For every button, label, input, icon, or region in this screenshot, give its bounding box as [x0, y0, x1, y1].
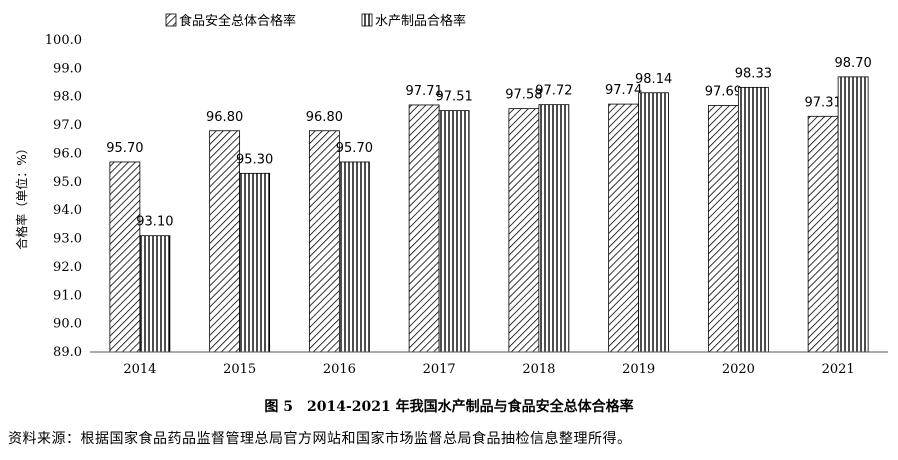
y-axis-label: 合格率（单位：%） [14, 142, 29, 249]
x-tick-label: 2015 [223, 362, 256, 377]
y-tick-label: 93.0 [53, 232, 82, 247]
bar-chart: 食品安全总体合格率 水产制品合格率 合格率（单位：%） 89.0 90.0 91.0… [14, 13, 888, 377]
y-tick-label: 96.0 [53, 146, 82, 161]
data-label: 95.70 [106, 141, 143, 156]
bar-aquatic-2018 [538, 104, 570, 353]
x-tick-label: 2019 [622, 362, 655, 377]
y-tick-label: 91.0 [53, 288, 82, 303]
data-label: 95.70 [336, 141, 373, 156]
bar-aquatic-2015 [239, 172, 271, 353]
y-tick-label: 95.0 [53, 175, 82, 190]
data-label: 97.69 [705, 85, 742, 100]
data-label: 97.51 [436, 90, 473, 105]
bar-overall-2021 [807, 115, 839, 353]
data-label: 97.71 [406, 84, 443, 99]
y-tick-label: 92.0 [53, 260, 82, 275]
y-tick-label: 98.0 [53, 90, 82, 105]
bar-overall-2014 [109, 161, 141, 353]
y-tick-label: 90.0 [53, 317, 82, 332]
data-label: 98.70 [835, 56, 872, 71]
legend-label-aquatic: 水产制品合格率 [375, 13, 466, 29]
data-label: 97.74 [605, 83, 642, 98]
x-tick-label: 2017 [423, 362, 456, 377]
legend: 食品安全总体合格率 水产制品合格率 [165, 13, 466, 29]
legend-swatch-aquatic [361, 13, 373, 27]
legend-swatch-overall [165, 13, 177, 27]
bar-aquatic-2017 [438, 110, 470, 353]
bar-aquatic-2020 [737, 86, 769, 353]
legend-label-overall: 食品安全总体合格率 [179, 13, 296, 29]
bar-overall-2017 [408, 104, 440, 353]
y-tick-label: 89.0 [53, 345, 82, 360]
bar-aquatic-2019 [638, 92, 670, 353]
data-label: 97.31 [805, 95, 842, 110]
y-tick-label: 99.0 [53, 61, 82, 76]
y-axis: 89.0 90.0 91.0 92.0 93.0 94.0 95.0 96.0 97.0 98.0… [45, 33, 82, 360]
y-tick-label: 100.0 [45, 33, 82, 48]
bar-aquatic-2021 [837, 76, 869, 353]
x-tick-label: 2016 [323, 362, 356, 377]
bar-overall-2015 [209, 130, 241, 353]
bar-aquatic-2016 [338, 161, 370, 353]
source-note: 资料来源：根据国家食品药品监督管理总局官方网站和国家市场监督总局食品抽检信息整理… [8, 431, 632, 447]
data-label: 95.30 [236, 152, 273, 167]
x-tick-label: 2021 [822, 362, 855, 377]
data-label: 98.33 [735, 66, 772, 81]
x-axis: 2014 2015 2016 2017 2018 2019 2020 2021 [123, 362, 854, 377]
x-tick-label: 2018 [522, 362, 555, 377]
bar-overall-2018 [508, 108, 540, 353]
bar-aquatic-2014 [139, 235, 171, 353]
x-tick-label: 2020 [722, 362, 755, 377]
data-label: 96.80 [206, 110, 243, 125]
y-tick-label: 97.0 [53, 118, 82, 133]
x-tick-label: 2014 [123, 362, 156, 377]
data-label: 97.72 [535, 84, 572, 99]
bar-overall-2019 [608, 103, 640, 353]
data-label: 97.58 [505, 88, 542, 103]
figure-caption: 图 5 2014-2021 年我国水产制品与食品安全总体合格率 [264, 399, 634, 415]
y-tick-label: 94.0 [53, 203, 82, 218]
bar-overall-2020 [707, 105, 739, 353]
data-label: 93.10 [136, 215, 173, 230]
bar-overall-2016 [308, 130, 340, 353]
data-label: 96.80 [306, 110, 343, 125]
bars: 95.70 93.10 96.80 95.30 96.80 95.70 97.7197.51… [106, 56, 872, 353]
data-label: 98.14 [635, 72, 672, 87]
